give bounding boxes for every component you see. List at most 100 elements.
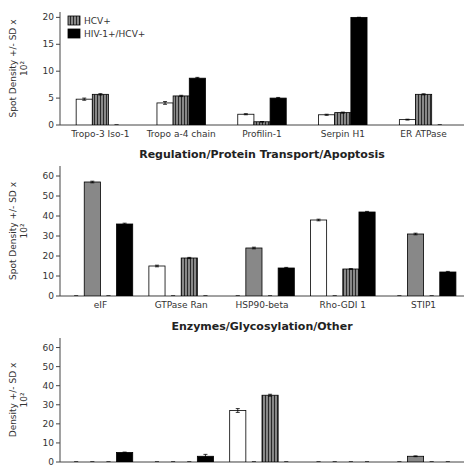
- panel: Regulation/Protein Transport/Apoptosis01…: [8, 148, 464, 310]
- y-axis-label-line: Spot Density +/- SD x: [8, 181, 18, 280]
- error-cap: [252, 247, 256, 248]
- bar: [319, 115, 335, 125]
- error-bar: [349, 462, 353, 463]
- x-tick-label: eIF: [94, 300, 107, 310]
- bar: [343, 269, 359, 296]
- y-tick: [56, 98, 60, 99]
- bar: [278, 462, 294, 463]
- error-cap: [203, 458, 207, 459]
- error-cap: [414, 233, 418, 234]
- error-bar: [422, 94, 426, 95]
- error-bar: [187, 462, 191, 463]
- bar: [68, 462, 84, 463]
- bar: [262, 296, 278, 297]
- error-cap: [414, 455, 418, 456]
- error-cap: [123, 452, 127, 453]
- error-cap: [397, 296, 401, 297]
- x-tick-label: GTPase Ran: [155, 300, 208, 310]
- error-cap: [260, 122, 264, 123]
- error-cap: [446, 462, 450, 463]
- y-tick: [56, 442, 60, 443]
- error-cap: [171, 462, 175, 463]
- bar: [108, 125, 124, 126]
- error-bar: [397, 296, 401, 297]
- bar: [181, 258, 197, 296]
- x-tick-label: Tropo a-4 chain: [146, 129, 216, 139]
- bar: [424, 296, 440, 297]
- error-bar: [244, 114, 248, 115]
- bar: [407, 234, 423, 296]
- bar: [399, 120, 415, 125]
- y-tick-label: 40: [43, 211, 55, 221]
- error-cap: [333, 296, 337, 297]
- error-cap: [252, 248, 256, 249]
- y-tick: [56, 71, 60, 72]
- y-tick-label: 30: [43, 400, 55, 410]
- error-cap: [195, 77, 199, 78]
- error-cap: [430, 296, 434, 297]
- y-axis-label-line: 10²: [19, 61, 29, 76]
- legend-label: HIV-1+/HCV+: [84, 29, 145, 39]
- error-cap: [179, 95, 183, 96]
- error-cap: [74, 462, 78, 463]
- y-axis-label-line: Spot Density +/- SD x: [8, 19, 18, 118]
- y-tick: [56, 17, 60, 18]
- error-cap: [430, 462, 434, 463]
- error-bar: [333, 462, 337, 463]
- error-cap: [171, 296, 175, 297]
- bar: [230, 296, 246, 297]
- error-cap: [90, 462, 94, 463]
- error-cap: [349, 462, 353, 463]
- error-cap: [357, 17, 361, 18]
- y-tick-label: 5: [48, 93, 54, 103]
- error-bar: [333, 296, 337, 297]
- bar: [278, 268, 294, 296]
- error-bar: [414, 233, 418, 235]
- error-cap: [115, 125, 119, 126]
- error-cap: [203, 454, 207, 455]
- error-cap: [106, 462, 110, 463]
- bar: [407, 456, 423, 462]
- y-tick: [56, 462, 60, 463]
- y-tick: [56, 404, 60, 405]
- error-bar: [414, 455, 418, 457]
- bar: [149, 266, 165, 296]
- y-tick: [56, 276, 60, 277]
- error-cap: [276, 97, 280, 98]
- x-tick-label: Serpin H1: [321, 129, 365, 139]
- x-tick-label: Tropo-3 Iso-1: [70, 129, 129, 139]
- figure: 05101520Spot Density +/- SD x10²Tropo-3 …: [0, 0, 474, 474]
- bar: [197, 296, 213, 297]
- error-cap: [163, 104, 167, 105]
- error-cap: [268, 296, 272, 297]
- y-tick: [56, 176, 60, 177]
- error-bar: [123, 223, 127, 225]
- error-cap: [446, 272, 450, 273]
- error-cap: [365, 462, 369, 463]
- x-tick-label: Profilin-1: [242, 129, 282, 139]
- error-bar: [260, 121, 264, 123]
- error-bar: [276, 97, 280, 98]
- error-bar: [341, 112, 345, 113]
- bar: [327, 462, 343, 463]
- bar: [416, 94, 432, 125]
- error-cap: [203, 296, 207, 297]
- y-tick-label: 15: [43, 39, 54, 49]
- error-cap: [98, 93, 102, 94]
- error-cap: [333, 462, 337, 463]
- title: Enzymes/Glycosylation/Other: [171, 320, 353, 333]
- legend-swatch: [68, 16, 80, 25]
- bar: [165, 462, 181, 463]
- error-cap: [155, 462, 159, 463]
- y-axis-label: Density +/- SD x10²: [8, 362, 29, 437]
- y-axis-label: Spot Density +/- SD x10²: [8, 19, 29, 118]
- y-tick: [56, 366, 60, 367]
- error-bar: [82, 98, 86, 100]
- error-cap: [317, 219, 321, 220]
- bar: [262, 395, 278, 462]
- y-tick-label: 20: [43, 419, 55, 429]
- bar: [351, 17, 367, 125]
- y-axis-label-line: 10²: [19, 392, 29, 407]
- y-tick-label: 10: [43, 66, 55, 76]
- error-cap: [82, 98, 86, 99]
